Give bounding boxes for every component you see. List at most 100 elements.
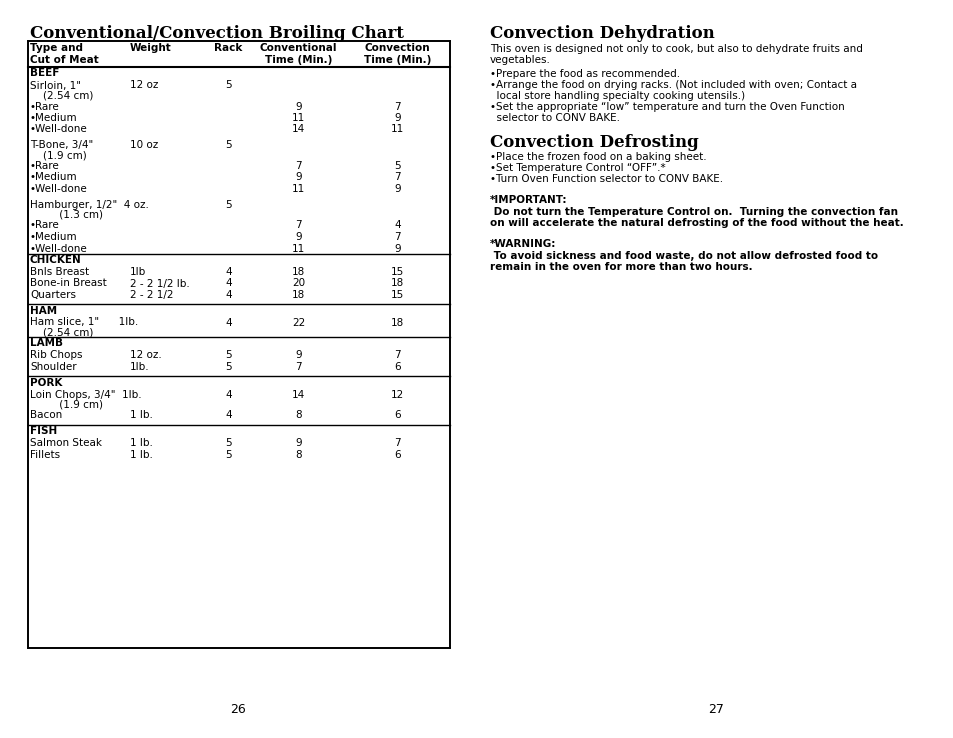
Text: Shoulder: Shoulder	[30, 362, 76, 372]
Text: 7: 7	[394, 102, 400, 111]
Text: 5: 5	[225, 362, 232, 372]
Bar	[28, 41, 450, 648]
Text: HAM: HAM	[30, 306, 57, 316]
Text: 11: 11	[292, 244, 305, 253]
Text: •Rare: •Rare	[30, 221, 60, 230]
Text: 7: 7	[394, 351, 400, 360]
Text: PORK: PORK	[30, 378, 62, 387]
Text: *IMPORTANT:: *IMPORTANT:	[490, 195, 567, 205]
Text: 4: 4	[225, 278, 232, 289]
Text: T-Bone, 3/4": T-Bone, 3/4"	[30, 140, 93, 150]
Text: 5: 5	[394, 161, 400, 171]
Text: CHICKEN: CHICKEN	[30, 255, 82, 265]
Text: Fillets: Fillets	[30, 449, 60, 460]
Text: 4: 4	[225, 290, 232, 300]
Text: 8: 8	[294, 449, 301, 460]
Text: 9: 9	[394, 113, 400, 123]
Text: 5: 5	[225, 351, 232, 360]
Text: Bone-in Breast: Bone-in Breast	[30, 278, 107, 289]
Text: To avoid sickness and food waste, do not allow defrosted food to: To avoid sickness and food waste, do not…	[490, 251, 877, 261]
Text: 1 lb.: 1 lb.	[130, 410, 152, 421]
Text: Bnls Breast: Bnls Breast	[30, 267, 89, 277]
Text: 9: 9	[394, 244, 400, 253]
Text: 4: 4	[394, 221, 400, 230]
Text: on will accelerate the natural defrosting of the food without the heat.: on will accelerate the natural defrostin…	[490, 218, 902, 228]
Text: 18: 18	[292, 290, 305, 300]
Text: 5: 5	[225, 80, 232, 91]
Text: 20: 20	[292, 278, 305, 289]
Text: Weight: Weight	[130, 43, 172, 53]
Text: 15: 15	[391, 267, 404, 277]
Text: Do not turn the Temperature Control on.  Turning the convection fan: Do not turn the Temperature Control on. …	[490, 207, 897, 217]
Text: •Rare: •Rare	[30, 161, 60, 171]
Text: •Arrange the food on drying racks. (Not included with oven; Contact a: •Arrange the food on drying racks. (Not …	[490, 80, 856, 90]
Text: BEEF: BEEF	[30, 69, 59, 78]
Text: Conventional
Time (Min.): Conventional Time (Min.)	[259, 43, 337, 66]
Text: 9: 9	[294, 438, 301, 448]
Text: •Place the frozen food on a baking sheet.: •Place the frozen food on a baking sheet…	[490, 152, 706, 162]
Text: 6: 6	[394, 410, 400, 421]
Text: vegetables.: vegetables.	[490, 55, 550, 65]
Text: (1.9 cm): (1.9 cm)	[30, 399, 103, 410]
Text: •Well-done: •Well-done	[30, 244, 88, 253]
Text: 1lb.: 1lb.	[130, 362, 150, 372]
Text: •Rare: •Rare	[30, 102, 60, 111]
Text: remain in the oven for more than two hours.: remain in the oven for more than two hou…	[490, 262, 752, 272]
Text: Quarters: Quarters	[30, 290, 76, 300]
Text: 15: 15	[391, 290, 404, 300]
Text: 26: 26	[230, 703, 246, 716]
Text: Bacon: Bacon	[30, 410, 62, 421]
Text: Convection Defrosting: Convection Defrosting	[490, 134, 698, 151]
Text: 9: 9	[294, 102, 301, 111]
Text: 4: 4	[225, 267, 232, 277]
Text: •Medium: •Medium	[30, 173, 77, 182]
Text: local store handling specialty cooking utensils.): local store handling specialty cooking u…	[490, 91, 744, 101]
Text: 1 lb.: 1 lb.	[130, 438, 152, 448]
Text: 22: 22	[292, 317, 305, 328]
Text: 7: 7	[294, 221, 301, 230]
Text: 1lb: 1lb	[130, 267, 146, 277]
Text: 9: 9	[294, 351, 301, 360]
Text: Convection Dehydration: Convection Dehydration	[490, 25, 714, 42]
Text: 9: 9	[294, 173, 301, 182]
Text: 10 oz: 10 oz	[130, 140, 158, 150]
Text: •Medium: •Medium	[30, 232, 77, 242]
Text: 6: 6	[394, 362, 400, 372]
Text: 12 oz.: 12 oz.	[130, 351, 162, 360]
Text: 7: 7	[394, 173, 400, 182]
Text: •Set Temperature Control “OFF”.*: •Set Temperature Control “OFF”.*	[490, 163, 665, 173]
Text: 4: 4	[225, 390, 232, 399]
Text: (1.9 cm): (1.9 cm)	[30, 150, 87, 160]
Text: LAMB: LAMB	[30, 339, 63, 348]
Text: 1 lb.: 1 lb.	[130, 449, 152, 460]
Text: 14: 14	[292, 125, 305, 134]
Text: 5: 5	[225, 199, 232, 210]
Text: 18: 18	[292, 267, 305, 277]
Text: •Well-done: •Well-done	[30, 125, 88, 134]
Text: selector to CONV BAKE.: selector to CONV BAKE.	[490, 113, 619, 123]
Text: 7: 7	[394, 438, 400, 448]
Text: 18: 18	[391, 278, 404, 289]
Text: FISH: FISH	[30, 426, 57, 436]
Text: 12: 12	[391, 390, 404, 399]
Text: 12 oz: 12 oz	[130, 80, 158, 91]
Text: 11: 11	[391, 125, 404, 134]
Text: 5: 5	[225, 438, 232, 448]
Text: •Prepare the food as recommended.: •Prepare the food as recommended.	[490, 69, 679, 79]
Text: Type and
Cut of Meat: Type and Cut of Meat	[30, 43, 99, 66]
Text: •Turn Oven Function selector to CONV BAKE.: •Turn Oven Function selector to CONV BAK…	[490, 174, 722, 184]
Text: Hamburger, 1/2"  4 oz.: Hamburger, 1/2" 4 oz.	[30, 199, 149, 210]
Text: •Medium: •Medium	[30, 113, 77, 123]
Text: This oven is designed not only to cook, but also to dehydrate fruits and: This oven is designed not only to cook, …	[490, 44, 862, 54]
Text: 11: 11	[292, 184, 305, 194]
Text: *WARNING:: *WARNING:	[490, 239, 556, 249]
Text: 5: 5	[225, 140, 232, 150]
Text: 7: 7	[294, 362, 301, 372]
Text: 14: 14	[292, 390, 305, 399]
Text: 8: 8	[294, 410, 301, 421]
Text: (1.3 cm): (1.3 cm)	[30, 210, 103, 219]
Text: Sirloin, 1": Sirloin, 1"	[30, 80, 81, 91]
Text: •Set the appropriate “low” temperature and turn the Oven Function: •Set the appropriate “low” temperature a…	[490, 102, 843, 112]
Text: Convection
Time (Min.): Convection Time (Min.)	[363, 43, 431, 66]
Text: 6: 6	[394, 449, 400, 460]
